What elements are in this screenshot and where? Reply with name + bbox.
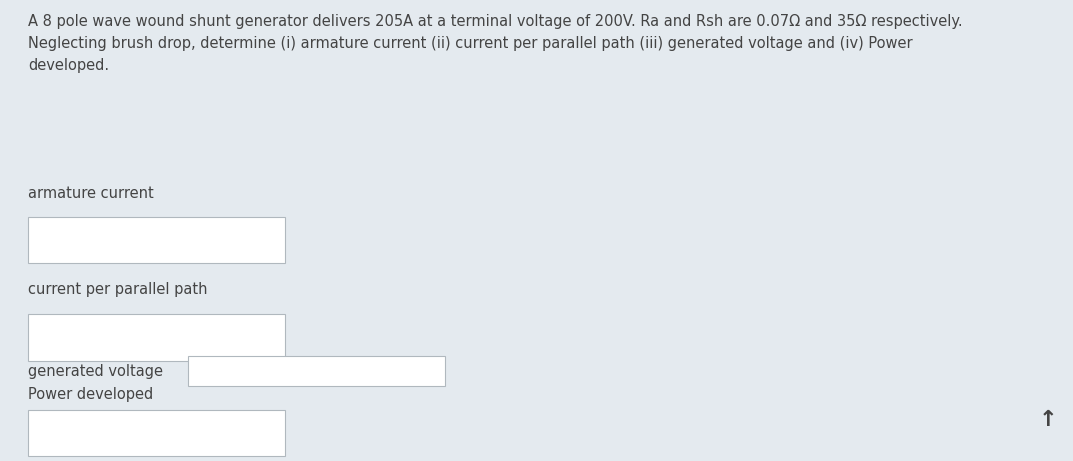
FancyBboxPatch shape — [28, 217, 285, 263]
FancyBboxPatch shape — [188, 356, 445, 386]
Text: ↑: ↑ — [1039, 409, 1058, 430]
FancyBboxPatch shape — [28, 410, 285, 456]
Text: A 8 pole wave wound shunt generator delivers 205A at a terminal voltage of 200V.: A 8 pole wave wound shunt generator deli… — [28, 14, 962, 73]
Text: current per parallel path: current per parallel path — [28, 282, 207, 297]
Text: generated voltage: generated voltage — [28, 364, 163, 379]
FancyBboxPatch shape — [28, 314, 285, 361]
Text: armature current: armature current — [28, 185, 153, 201]
Text: Power developed: Power developed — [28, 387, 153, 402]
